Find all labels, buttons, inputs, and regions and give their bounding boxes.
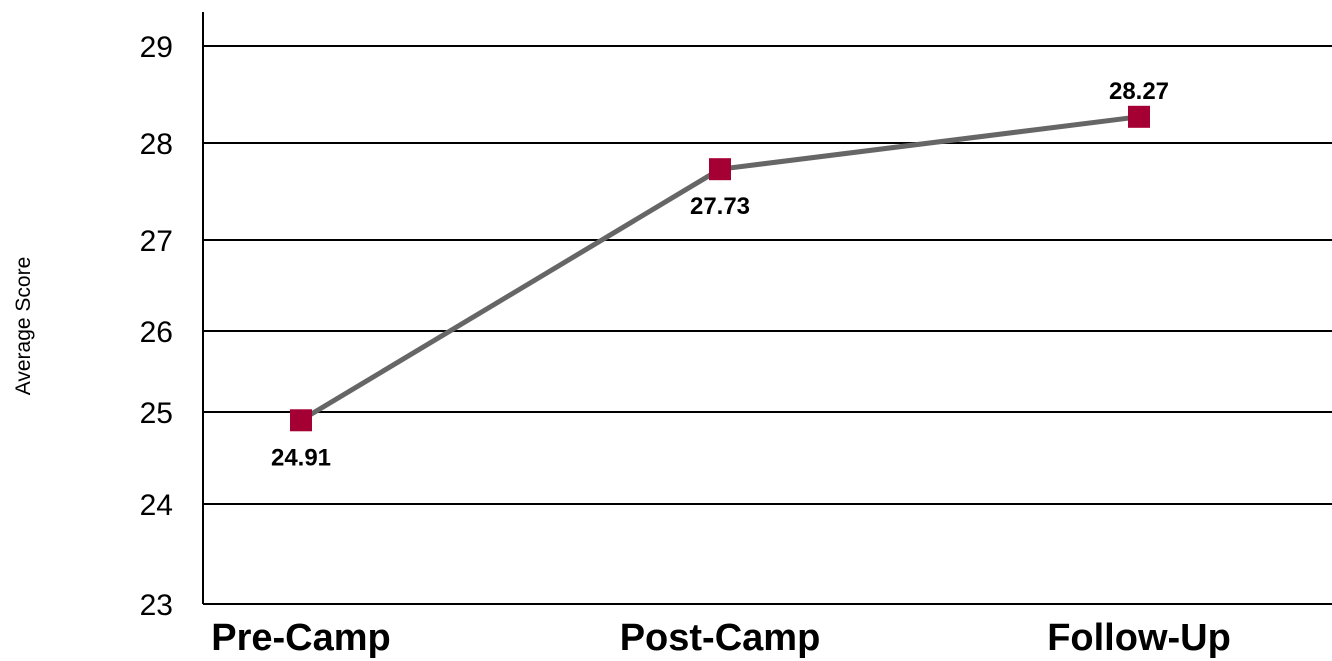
y-tick-label-26: 26 [140, 316, 173, 349]
data-point-2 [1128, 105, 1150, 128]
y-tick-label-28: 28 [140, 128, 173, 161]
data-point-1 [709, 158, 731, 181]
x-tick-labels: Pre-Camp Post-Camp Follow-Up [211, 617, 1231, 659]
data-label-0: 24.91 [271, 444, 331, 471]
markers [290, 105, 1150, 432]
y-tick-labels: 23 24 25 26 27 28 29 [140, 31, 173, 622]
data-point-0 [290, 409, 312, 432]
axes [202, 12, 1332, 605]
data-labels: 24.91 27.73 28.27 [271, 78, 1169, 471]
x-tick-label-follow-up: Follow-Up [1047, 617, 1231, 659]
y-tick-label-29: 29 [140, 31, 173, 64]
x-tick-label-pre-camp: Pre-Camp [211, 617, 391, 659]
y-axis-label: Average Score [12, 257, 35, 396]
y-tick-label-27: 27 [140, 225, 173, 258]
y-tick-label-23: 23 [140, 589, 173, 622]
y-tick-label-25: 25 [140, 397, 173, 430]
y-tick-label-24: 24 [140, 489, 173, 522]
data-label-1: 27.73 [690, 193, 750, 220]
x-tick-label-post-camp: Post-Camp [620, 617, 821, 659]
data-label-2: 28.27 [1109, 78, 1169, 105]
gridlines [203, 45, 1332, 505]
